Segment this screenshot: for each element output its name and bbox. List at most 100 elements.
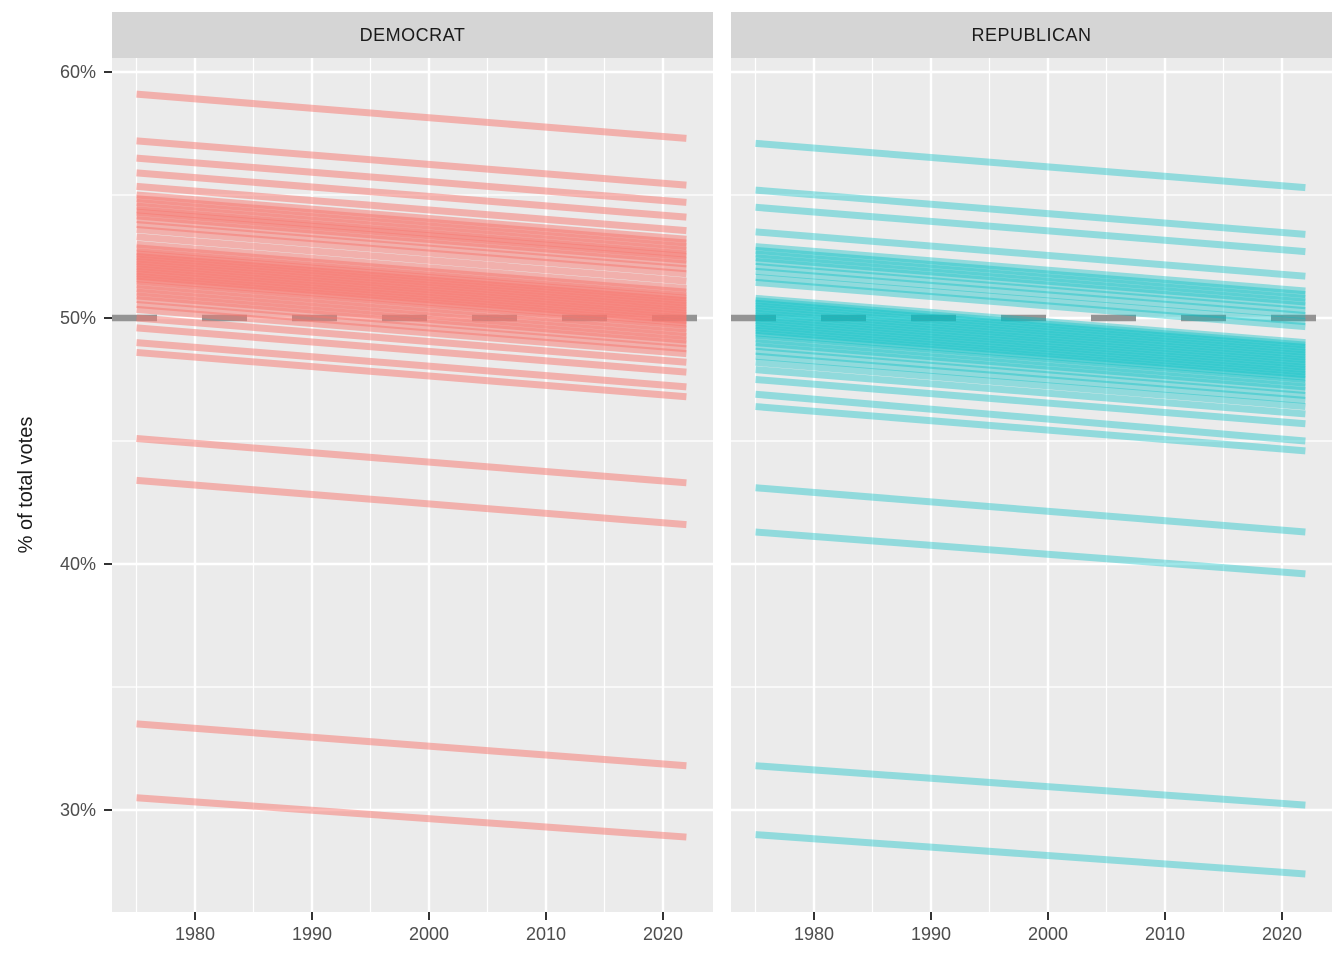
trend-line — [755, 831, 1306, 878]
trend-line — [136, 305, 687, 358]
trend-line — [136, 137, 687, 189]
trend-line — [136, 195, 687, 247]
x-tick-label: 2020 — [1261, 924, 1303, 944]
trend-line — [755, 246, 1306, 299]
trend-line — [136, 182, 687, 235]
x-tick-mark — [662, 912, 664, 920]
x-tick-label: 2010 — [525, 924, 567, 944]
trend-line — [755, 312, 1306, 364]
trend-line — [136, 202, 687, 254]
x-tick-label: 2000 — [1027, 924, 1069, 944]
trend-line — [755, 316, 1306, 369]
trend-line — [755, 294, 1306, 347]
trend-line — [755, 376, 1306, 428]
trend-line — [136, 90, 687, 142]
trend-line — [136, 348, 687, 401]
x-tick-mark — [1047, 912, 1049, 920]
trend-line — [755, 762, 1306, 809]
trend-line — [755, 484, 1306, 536]
trend-line — [136, 225, 687, 278]
trend-line — [755, 186, 1306, 238]
trend-lines — [755, 139, 1306, 878]
trend-line — [755, 347, 1306, 399]
trend-line — [136, 296, 687, 348]
x-tick-mark — [1281, 912, 1283, 920]
trend-line — [755, 366, 1306, 418]
trend-line — [755, 319, 1306, 371]
facet-strip-democrat: DEMOCRAT — [112, 12, 713, 58]
trend-line — [136, 292, 687, 344]
trend-line — [755, 326, 1306, 379]
trend-line — [136, 191, 687, 243]
y-tick-label: 30% — [59, 800, 96, 820]
y-tick-mark — [104, 563, 112, 565]
panel-republican — [731, 58, 1332, 912]
x-tick-mark — [813, 912, 815, 920]
trend-line — [755, 302, 1306, 354]
trend-line — [755, 342, 1306, 395]
trend-line — [755, 528, 1306, 578]
x-tick-label: 1980 — [174, 924, 216, 944]
x-tick-mark — [194, 912, 196, 920]
trend-line — [755, 324, 1306, 376]
trend-line — [755, 257, 1306, 310]
y-tick-mark — [104, 809, 112, 811]
trend-line — [136, 435, 687, 487]
trend-lines — [136, 90, 687, 841]
trend-line — [755, 352, 1306, 404]
trend-line — [755, 314, 1306, 366]
trend-line — [136, 288, 687, 340]
trend-line — [136, 216, 687, 268]
x-tick-mark — [545, 912, 547, 920]
trend-line — [755, 403, 1306, 455]
trend-line — [136, 339, 687, 391]
trend-line — [755, 339, 1306, 391]
trend-line — [755, 358, 1306, 411]
trend-line — [755, 278, 1306, 331]
trend-line — [755, 335, 1306, 387]
trend-line — [136, 233, 687, 285]
trend-line — [755, 273, 1306, 326]
trend-line — [136, 244, 687, 296]
y-tick-mark — [104, 317, 112, 319]
x-tick-label: 2020 — [642, 924, 684, 944]
y-tick-label: 40% — [59, 554, 96, 574]
x-tick-label: 2000 — [408, 924, 450, 944]
trend-line — [755, 309, 1306, 361]
facet-strip-republican: REPUBLICAN — [731, 12, 1332, 58]
trend-line — [136, 476, 687, 529]
trend-line — [755, 321, 1306, 374]
trend-line — [755, 307, 1306, 359]
panel-democrat — [112, 58, 713, 912]
x-tick-mark — [1164, 912, 1166, 920]
trend-line — [755, 297, 1306, 349]
trend-line — [136, 794, 687, 841]
trend-line — [755, 329, 1306, 381]
minor-gridlines — [731, 58, 1332, 912]
x-tick-label: 1980 — [793, 924, 835, 944]
x-tick-mark — [428, 912, 430, 920]
trend-line — [755, 203, 1306, 256]
trend-line — [755, 331, 1306, 383]
trend-line — [136, 314, 687, 366]
trend-line — [136, 300, 687, 353]
trend-line — [136, 212, 687, 264]
panel-background — [731, 58, 1332, 912]
trend-line — [755, 390, 1306, 445]
trend-line — [755, 228, 1306, 280]
facet-strip-label: REPUBLICAN — [971, 24, 1092, 45]
trend-line — [755, 262, 1306, 315]
x-tick-label: 1990 — [910, 924, 952, 944]
trend-line — [136, 324, 687, 376]
trend-line — [755, 304, 1306, 356]
trend-line — [755, 299, 1306, 352]
trend-line — [755, 139, 1306, 192]
y-tick-mark — [104, 71, 112, 73]
x-tick-mark — [311, 912, 313, 920]
x-tick-mark — [930, 912, 932, 920]
trend-line — [136, 208, 687, 260]
trend-line — [136, 281, 687, 333]
trend-line — [136, 198, 687, 251]
